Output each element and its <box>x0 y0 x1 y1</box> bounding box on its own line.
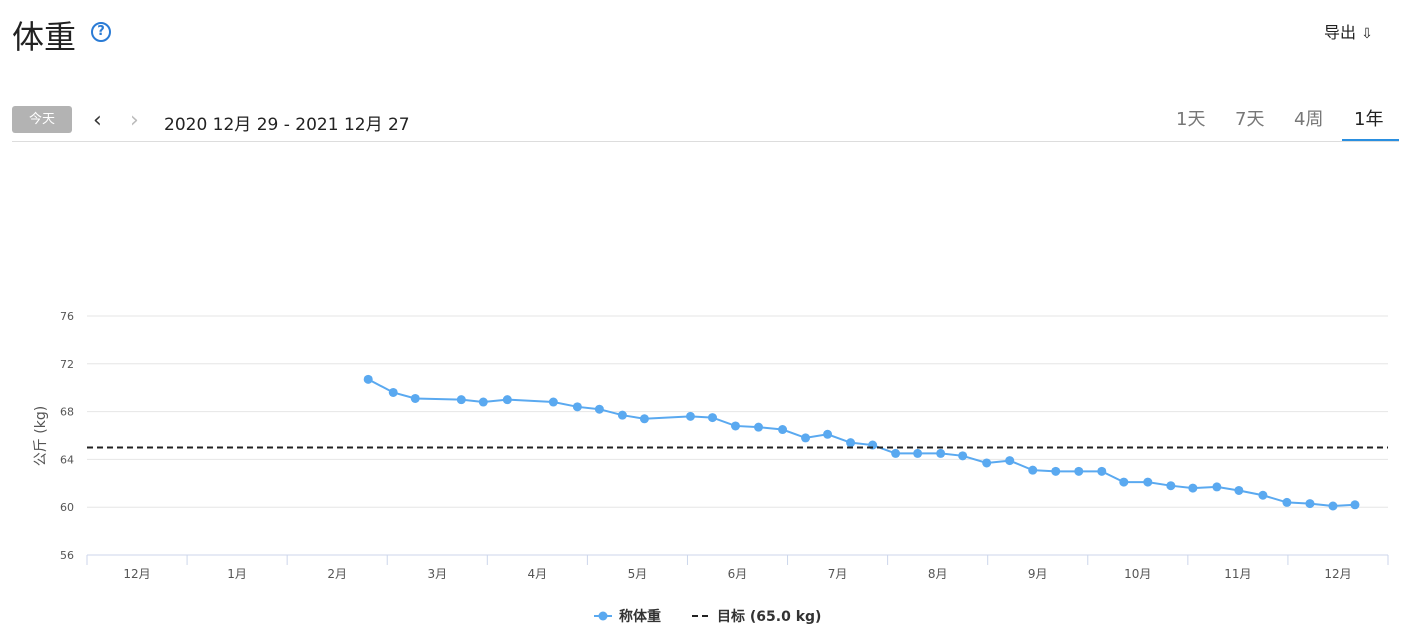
y-tick-label: 60 <box>60 501 74 514</box>
data-point <box>1258 490 1268 500</box>
legend-label: 称体重 <box>619 608 661 625</box>
x-tick-label: 12月 <box>1324 567 1351 581</box>
data-point <box>958 451 968 461</box>
export-label: 导出 <box>1324 23 1357 42</box>
y-tick-label: 68 <box>60 406 74 419</box>
data-point <box>1097 466 1107 476</box>
data-point <box>1328 501 1338 511</box>
data-point <box>1305 499 1315 509</box>
data-point <box>754 422 764 432</box>
data-point <box>801 433 811 443</box>
data-point <box>502 395 512 405</box>
data-point <box>1074 466 1084 476</box>
data-point <box>1282 497 1292 507</box>
data-point <box>891 448 901 458</box>
data-point <box>1028 465 1038 475</box>
legend-label: 目标 (65.0 kg) <box>717 608 821 625</box>
data-point <box>548 397 558 407</box>
data-point <box>1143 477 1153 487</box>
page-title: 体重 <box>12 18 77 56</box>
help-icon[interactable]: ? <box>91 22 111 42</box>
data-point <box>823 429 833 439</box>
data-point <box>478 397 488 407</box>
data-point <box>388 387 398 397</box>
data-point <box>594 404 604 414</box>
x-tick-label: 9月 <box>1028 567 1048 581</box>
data-point <box>617 410 627 420</box>
data-point <box>913 448 923 458</box>
range-tab[interactable]: 1年 <box>1354 109 1384 130</box>
x-tick-label: 1月 <box>227 567 247 581</box>
x-tick-label: 2月 <box>327 567 347 581</box>
data-point <box>456 395 466 405</box>
today-button[interactable]: 今天 <box>12 106 72 133</box>
data-line <box>367 378 1356 508</box>
data-point <box>1212 482 1222 492</box>
data-point <box>1188 483 1198 493</box>
data-point <box>363 374 373 384</box>
x-tick-label: 10月 <box>1124 567 1151 581</box>
data-point <box>685 411 695 421</box>
divider <box>12 141 1399 142</box>
data-point <box>1005 456 1015 466</box>
y-tick-label: 64 <box>60 453 74 466</box>
data-point <box>1234 485 1244 495</box>
range-tab[interactable]: 4周 <box>1294 109 1324 130</box>
y-tick-label: 76 <box>60 310 74 323</box>
prev-button[interactable]: ‹ <box>93 108 102 133</box>
next-button[interactable]: › <box>130 108 139 133</box>
data-point <box>730 421 740 431</box>
range-tab[interactable]: 1天 <box>1176 109 1206 130</box>
data-point <box>410 393 420 403</box>
data-point <box>1166 481 1176 491</box>
x-tick-label: 12月 <box>123 567 150 581</box>
legend-marker <box>598 611 608 621</box>
x-tick-label: 8月 <box>928 567 948 581</box>
data-point <box>572 402 582 412</box>
data-point <box>1350 500 1360 510</box>
x-tick-label: 4月 <box>528 567 548 581</box>
export-button[interactable]: 导出 ⇩ <box>1324 23 1373 42</box>
x-tick-label: 7月 <box>828 567 848 581</box>
y-tick-label: 72 <box>60 358 74 371</box>
x-tick-label: 5月 <box>628 567 648 581</box>
data-point <box>936 448 946 458</box>
data-point <box>1119 477 1129 487</box>
x-tick-label: 3月 <box>427 567 447 581</box>
date-range: 2020 12月 29 - 2021 12月 27 <box>164 115 410 135</box>
data-point <box>707 413 717 423</box>
data-point <box>846 438 856 448</box>
x-tick-label: 6月 <box>728 567 748 581</box>
data-point <box>982 458 992 468</box>
range-tab[interactable]: 7天 <box>1235 109 1265 130</box>
y-tick-label: 56 <box>60 549 74 562</box>
data-point <box>1051 466 1061 476</box>
data-point <box>778 425 788 435</box>
y-axis-label: 公斤 (kg) <box>33 406 49 466</box>
data-point <box>639 414 649 424</box>
x-tick-label: 11月 <box>1224 567 1251 581</box>
active-tab-underline <box>1342 139 1399 141</box>
